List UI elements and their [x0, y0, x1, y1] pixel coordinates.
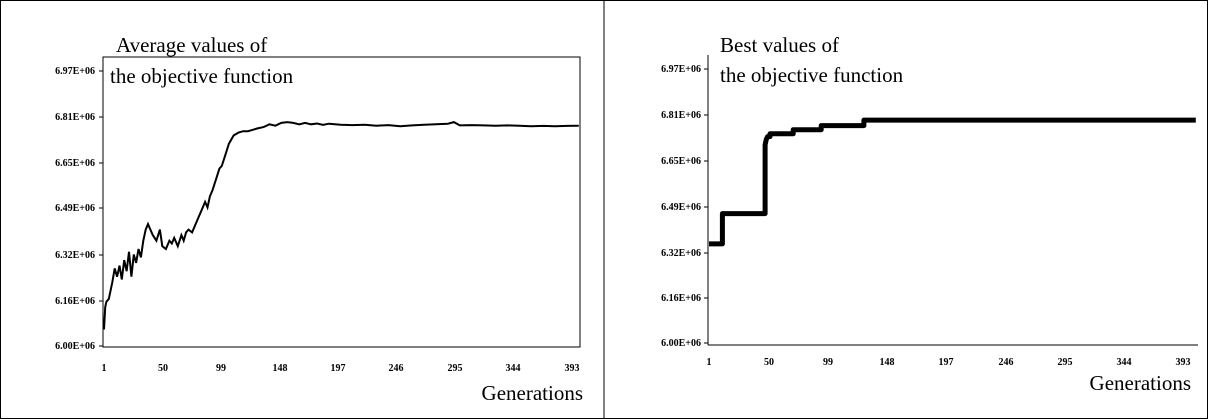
x-tick-label: 148 — [273, 363, 288, 374]
chart-best: 6.00E+06 6.16E+06 6.32E+06 6.49E+06 6.65… — [661, 33, 1198, 395]
x-tick-label: 50 — [158, 363, 168, 374]
y-tick-label: 6.49E+06 — [55, 203, 95, 214]
chart-best-title-line2: the objective function — [720, 63, 904, 87]
x-tick-label: 393 — [565, 363, 580, 374]
y-tick-label: 6.32E+06 — [661, 248, 701, 259]
x-tick-label: 148 — [880, 357, 895, 368]
y-tick-label: 6.00E+06 — [55, 341, 95, 352]
x-tick-label: 295 — [448, 363, 463, 374]
x-tick-label: 99 — [823, 357, 833, 368]
chart-average-y-ticks: 6.00E+06 6.16E+06 6.32E+06 6.49E+06 6.65… — [55, 66, 95, 352]
chart-average-title-line1: Average values of — [116, 33, 267, 57]
y-tick-label: 6.32E+06 — [55, 250, 95, 261]
series-average-line — [103, 121, 579, 330]
chart-best-x-axis-label: Generations — [1090, 371, 1191, 395]
x-tick-label: 197 — [939, 357, 954, 368]
x-tick-label: 344 — [506, 363, 521, 374]
y-tick-label: 6.81E+06 — [55, 112, 95, 123]
x-tick-label: 50 — [764, 357, 774, 368]
y-tick-label: 6.97E+06 — [661, 64, 701, 75]
chart-average-title-line2: the objective function — [110, 64, 294, 88]
x-tick-label: 393 — [1176, 357, 1191, 368]
y-tick-label: 6.00E+06 — [661, 338, 701, 349]
y-tick-label: 6.81E+06 — [661, 110, 701, 121]
chart-best-title-line1: Best values of — [720, 33, 839, 57]
x-tick-label: 197 — [331, 363, 346, 374]
y-tick-label: 6.16E+06 — [55, 296, 95, 307]
x-tick-label: 99 — [216, 363, 226, 374]
chart-best-axes — [704, 55, 1198, 346]
chart-average-plot-area — [102, 56, 581, 348]
chart-best-x-ticks: 1 50 99 148 197 246 295 344 393 — [707, 357, 1191, 368]
x-tick-label: 246 — [389, 363, 404, 374]
chart-average: 6.00E+06 6.16E+06 6.32E+06 6.49E+06 6.65… — [55, 33, 583, 405]
chart-average-axis-ticks — [99, 70, 103, 347]
y-tick-label: 6.49E+06 — [661, 202, 701, 213]
chart-average-x-ticks: 1 50 99 148 197 246 295 344 393 — [102, 363, 580, 374]
x-tick-label: 295 — [1058, 357, 1073, 368]
y-tick-label: 6.65E+06 — [661, 156, 701, 167]
chart-best-y-ticks: 6.00E+06 6.16E+06 6.32E+06 6.49E+06 6.65… — [661, 64, 701, 349]
chart-average-x-axis-label: Generations — [482, 381, 583, 405]
y-tick-label: 6.97E+06 — [55, 66, 95, 77]
series-best-line — [709, 117, 1196, 247]
y-tick-label: 6.16E+06 — [661, 293, 701, 304]
x-tick-label: 344 — [1117, 357, 1132, 368]
y-tick-label: 6.65E+06 — [55, 158, 95, 169]
x-tick-label: 246 — [999, 357, 1014, 368]
x-tick-label: 1 — [707, 357, 712, 368]
x-tick-label: 1 — [102, 363, 107, 374]
